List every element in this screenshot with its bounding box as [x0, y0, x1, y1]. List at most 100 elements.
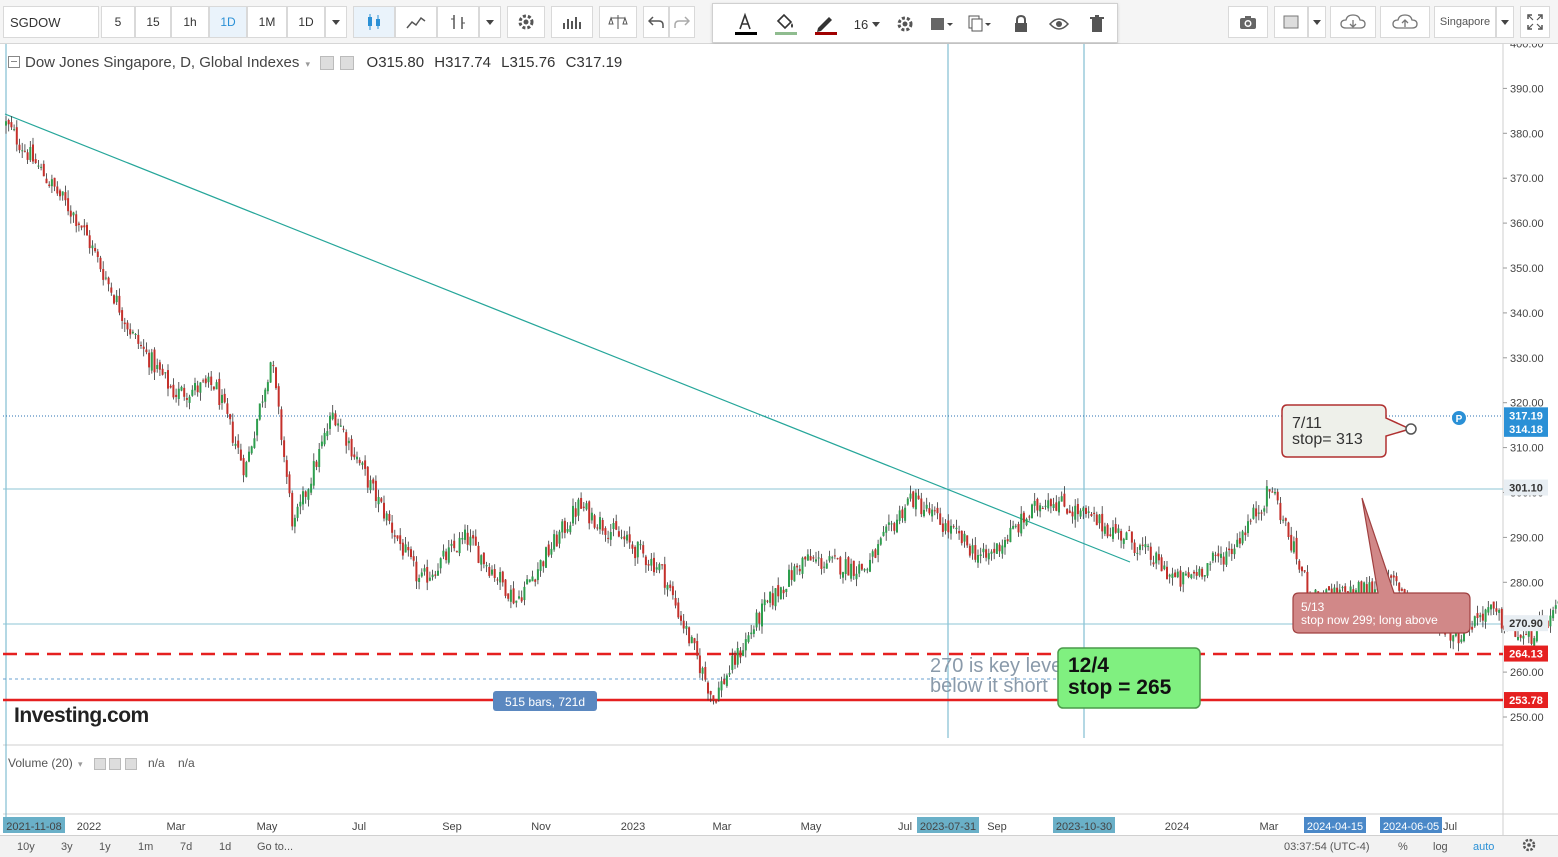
candle-body — [658, 564, 661, 571]
candle-body — [191, 389, 194, 396]
visibility-button[interactable] — [1041, 8, 1077, 40]
p-marker[interactable]: P — [1452, 411, 1466, 425]
candle-body — [1098, 514, 1101, 524]
clone-button[interactable] — [963, 8, 997, 40]
redo-button[interactable] — [669, 6, 695, 38]
layout-dropdown[interactable] — [1308, 6, 1326, 38]
interval-15[interactable]: 15 — [135, 6, 171, 38]
price-badge-label: 264.13 — [1509, 649, 1543, 661]
callout-7-11[interactable]: 7/11 stop= 313 — [1281, 404, 1417, 458]
legend-dropdown-icon[interactable]: ▾ — [305, 59, 311, 69]
volume-close-icon[interactable] — [124, 757, 137, 770]
delete-button[interactable] — [1079, 8, 1115, 40]
volume-settings-icon[interactable] — [109, 757, 122, 770]
candle-body — [156, 365, 159, 369]
candle-body — [1527, 627, 1530, 637]
auto-scale-button[interactable]: auto — [1473, 841, 1495, 853]
clock-display[interactable]: 03:37:54 (UTC-4) — [1284, 841, 1370, 853]
key-level-note[interactable]: 270 is key level below it short — [930, 655, 1067, 697]
line-color-button[interactable] — [807, 8, 843, 40]
screenshot-button[interactable] — [1228, 6, 1268, 38]
callout-5-13[interactable]: 5/13 stop now 299; long above — [1292, 497, 1471, 634]
candle-body — [148, 352, 151, 368]
save-chart-button[interactable] — [1380, 6, 1430, 38]
candle-body — [455, 551, 458, 553]
candle-body — [123, 322, 126, 325]
range-1d[interactable]: 1d — [219, 841, 232, 853]
font-size-select[interactable]: 16 — [847, 8, 887, 40]
candle-body — [256, 419, 259, 436]
percent-scale-button[interactable]: % — [1398, 841, 1408, 853]
candle-body — [1184, 573, 1187, 576]
candle-body — [693, 638, 696, 644]
candle-body — [639, 544, 642, 546]
range-7d[interactable]: 7d — [180, 841, 193, 853]
text-color-button[interactable] — [727, 8, 763, 40]
bar-chart-button[interactable] — [551, 6, 593, 38]
candle-body — [790, 570, 793, 580]
line-style-button[interactable] — [395, 6, 437, 38]
interval-1m[interactable]: 1M — [247, 6, 287, 38]
range-10y[interactable]: 10y — [17, 841, 35, 853]
volume-dropdown-icon[interactable]: ▾ — [78, 759, 83, 769]
candle-body — [906, 498, 909, 505]
green-callout[interactable]: 12/4 stop = 265 — [1057, 647, 1201, 709]
price-chart[interactable]: 400.00 390.00 380.00 370.00 360.00 350.00 340.… — [0, 44, 1558, 857]
candle-body — [315, 461, 318, 467]
candle-body — [852, 560, 855, 576]
fill-color-button[interactable] — [767, 8, 803, 40]
range-1y[interactable]: 1y — [99, 841, 111, 853]
fullscreen-button[interactable] — [1520, 6, 1550, 38]
candle-body — [823, 566, 826, 568]
interval-5[interactable]: 5 — [101, 6, 135, 38]
candle-body — [393, 535, 396, 537]
candles-button[interactable] — [353, 6, 395, 38]
interval-custom[interactable]: 1D — [287, 6, 325, 38]
chevron-down-icon — [1501, 19, 1509, 25]
candle-body — [115, 295, 118, 303]
candle-body — [1301, 566, 1303, 572]
price-tick-label: 380.00 — [1510, 128, 1544, 140]
callout-anchor-handle[interactable] — [1405, 423, 1417, 435]
volume-label[interactable]: Volume (20) — [8, 756, 73, 770]
log-scale-button[interactable]: log — [1433, 841, 1448, 853]
candle-body — [1149, 546, 1152, 560]
indicator-button[interactable] — [437, 6, 479, 38]
candle-body — [1214, 554, 1217, 556]
layout-button[interactable] — [1274, 6, 1308, 38]
candle-body — [893, 523, 896, 531]
candle-body — [968, 545, 971, 556]
goto-date-button[interactable]: Go to... — [257, 841, 294, 853]
interval-1h[interactable]: 1h — [171, 6, 209, 38]
candle-body — [1306, 571, 1309, 596]
range-3y[interactable]: 3y — [61, 841, 73, 853]
lock-button[interactable] — [1003, 8, 1039, 40]
legend-settings-icon[interactable] — [340, 56, 355, 71]
candle-body — [91, 245, 94, 249]
candle-body — [1128, 530, 1131, 532]
chart-settings-button[interactable] — [1522, 838, 1536, 854]
indicator-dropdown[interactable] — [479, 6, 501, 38]
candle-body — [185, 398, 188, 400]
interval-dropdown[interactable] — [325, 6, 347, 38]
legend-toggle-icon[interactable] — [8, 56, 20, 69]
volume-eye-icon[interactable] — [93, 757, 106, 770]
shape-button[interactable] — [925, 8, 959, 40]
settings-button[interactable] — [507, 6, 545, 38]
candle-body — [1228, 548, 1231, 551]
candle-body — [839, 557, 842, 575]
downtrend-line[interactable] — [4, 113, 1131, 563]
interval-1d[interactable]: 1D — [209, 6, 247, 38]
legend-title[interactable]: Dow Jones Singapore, D, Global Indexes — [25, 54, 300, 71]
legend-eye-icon[interactable] — [320, 56, 335, 71]
compare-button[interactable] — [599, 6, 637, 38]
price-tick-label: 370.00 — [1510, 173, 1544, 185]
symbol-input[interactable]: SGDOW — [3, 6, 99, 38]
drawing-settings-button[interactable] — [887, 8, 923, 40]
candle-body — [782, 589, 785, 594]
region-select[interactable]: Singapore — [1434, 6, 1496, 38]
load-chart-button[interactable] — [1330, 6, 1376, 38]
region-dropdown[interactable] — [1496, 6, 1514, 38]
undo-button[interactable] — [643, 6, 669, 38]
range-1m[interactable]: 1m — [138, 841, 154, 853]
